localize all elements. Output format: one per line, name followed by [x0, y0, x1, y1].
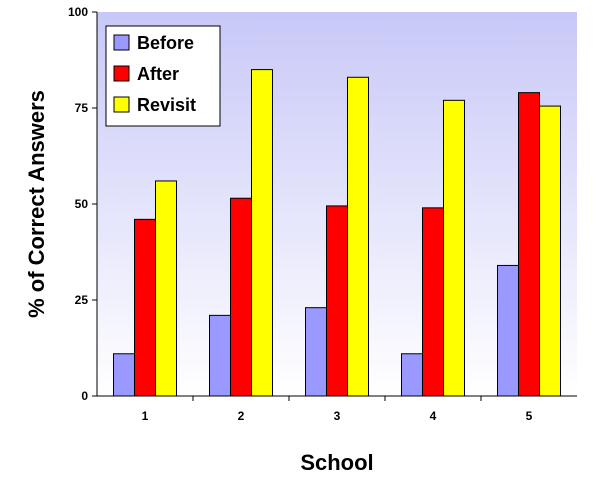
- x-ticks: 1 2 3 4 5: [142, 396, 533, 423]
- y-ticks: 0 25 50 75 100: [68, 5, 97, 403]
- y-tick-label: 50: [75, 197, 89, 211]
- bar-after-2: [230, 197, 252, 397]
- bar-before-3: [305, 307, 327, 397]
- legend-label-revisit: Revisit: [137, 95, 196, 115]
- x-tick-label: 3: [334, 409, 341, 423]
- bar-before-2: [209, 314, 231, 397]
- y-tick-label: 100: [68, 5, 88, 19]
- bar-after-5: [518, 92, 540, 397]
- bar-revisit-3: [347, 76, 369, 397]
- legend-swatch-revisit: [113, 96, 130, 113]
- y-axis-title: % of Correct Answers: [24, 90, 49, 318]
- x-tick-label: 5: [526, 409, 533, 423]
- x-tick-label: 2: [238, 409, 245, 423]
- y-tick-label: 0: [81, 389, 88, 403]
- bar-after-3: [326, 205, 348, 397]
- bar-before-4: [401, 353, 423, 397]
- legend-label-after: After: [137, 64, 179, 84]
- y-tick-label: 75: [75, 101, 89, 115]
- bar-after-1: [134, 218, 156, 397]
- bar-revisit-5: [539, 105, 561, 397]
- x-tick-label: 4: [430, 409, 437, 423]
- legend-swatch-after: [113, 65, 130, 82]
- x-axis-title: School: [300, 450, 373, 475]
- y-tick-label: 25: [75, 293, 89, 307]
- bar-before-1: [113, 353, 135, 397]
- bar-revisit-2: [251, 69, 273, 397]
- bar-revisit-1: [155, 180, 177, 397]
- legend: Before After Revisit: [105, 25, 221, 127]
- bar-after-4: [422, 207, 444, 397]
- legend-label-before: Before: [137, 33, 194, 53]
- legend-swatch-before: [113, 34, 130, 51]
- bar-revisit-4: [443, 99, 465, 397]
- bar-before-5: [497, 264, 519, 397]
- x-tick-label: 1: [142, 409, 149, 423]
